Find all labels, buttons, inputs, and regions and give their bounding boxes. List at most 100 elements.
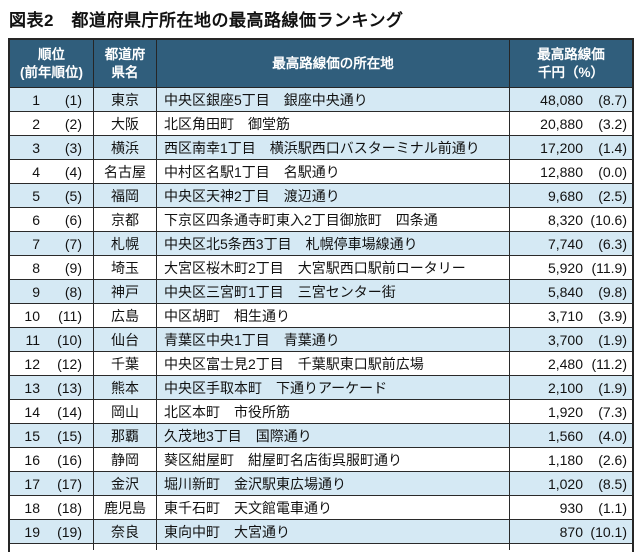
header-prefecture-line1: 都道府 — [104, 46, 146, 62]
prefecture-name: 熊本 — [111, 379, 139, 396]
prefecture-cell: 東京 — [94, 88, 157, 111]
rank-cell: 9 (8) — [10, 280, 94, 303]
rank-value: 1 — [32, 91, 40, 108]
prefecture-name: 仙台 — [111, 331, 139, 348]
price-value: 2,480 — [547, 355, 583, 372]
table-row: 6 (6) 京都 下京区四条通寺町東入2丁目御旅町 四条通 8,320 (10.… — [10, 208, 632, 232]
prefecture-cell: 広島 — [94, 304, 157, 327]
rank-value: 18 — [24, 499, 40, 516]
price-change-pct: (0.0) — [598, 163, 627, 180]
price-change-pct: (11.9) — [591, 259, 627, 276]
price-value: 3,710 — [547, 307, 583, 324]
rank-value: 7 — [32, 235, 40, 252]
table-row: 7 (7) 札幌 中央区北5条西3丁目 札幌停車場線通り 7,740 (6.3) — [10, 232, 632, 256]
location-cell: 久茂地3丁目 国際通り — [157, 424, 510, 447]
price-change-pct: (1.1) — [598, 499, 627, 516]
location-text: 下京区四条通寺町東入2丁目御旅町 四条通 — [164, 211, 438, 228]
rank-value: 11 — [25, 331, 40, 348]
prev-rank-value: (1) — [64, 91, 82, 108]
table-header-row: 順位 (前年順位) 都道府 県名 最高路線価の所在地 最高路線価 千円（%） — [10, 40, 632, 88]
prefecture-name: 広島 — [111, 307, 139, 324]
header-location-label: 最高路線価の所在地 — [272, 55, 394, 71]
location-text: 中区胡町 相生通り — [164, 307, 290, 324]
price-change-pct: (8.5) — [598, 475, 627, 492]
rank-cell: 8 (9) — [10, 256, 94, 279]
rank-cell: 16 (16) — [10, 448, 94, 471]
prefecture-cell: 横浜 — [94, 136, 157, 159]
rank-cell: 5 (5) — [10, 184, 94, 207]
price-value: 1,020 — [547, 475, 583, 492]
rank-value: 2 — [32, 115, 40, 132]
price-value: 12,880 — [540, 163, 583, 180]
price-cell: 3,700 (1.9) — [510, 328, 632, 351]
location-cell: 東千石町 天文館電車通り — [157, 496, 510, 519]
prefecture-cell: 福岡 — [94, 184, 157, 207]
prev-rank-value: (5) — [64, 187, 82, 204]
location-cell: 下京区四条通寺町東入2丁目御旅町 四条通 — [157, 208, 510, 231]
prev-rank-value: (13) — [57, 379, 82, 396]
location-text: 青葉区中央1丁目 青葉通り — [164, 331, 340, 348]
location-text: 中央区天神2丁目 渡辺通り — [164, 187, 340, 204]
location-cell: 中央区銀座5丁目 銀座中央通り — [157, 88, 510, 111]
rank-value: 10 — [24, 307, 40, 324]
header-rank-line2: (前年順位) — [20, 64, 83, 80]
prefecture-cell: 神戸 — [94, 280, 157, 303]
prefecture-name: 鹿児島 — [104, 499, 146, 516]
rank-cell: 3 (3) — [10, 136, 94, 159]
prefecture-cell: 名古屋 — [94, 160, 157, 183]
rank-cell: 2 (2) — [10, 112, 94, 135]
table-row: 16 (16) 静岡 葵区紺屋町 紺屋町名店街呉服町通り 1,180 (2.6) — [10, 448, 632, 472]
rank-value: 19 — [24, 523, 40, 540]
prev-rank-value: (16) — [57, 451, 82, 468]
rank-value: 14 — [24, 403, 40, 420]
table-row-cutoff — [10, 544, 632, 550]
price-value: 20,880 — [540, 115, 583, 132]
price-change-pct: (8.7) — [598, 91, 627, 108]
price-cell: 5,840 (9.8) — [510, 280, 632, 303]
prefecture-cell: 金沢 — [94, 472, 157, 495]
prefecture-name: 金沢 — [111, 475, 139, 492]
prefecture-cell: 鹿児島 — [94, 496, 157, 519]
location-text: 堀川新町 金沢駅東広場通り — [164, 475, 346, 492]
price-change-pct: (2.6) — [598, 451, 627, 468]
rank-cell: 6 (6) — [10, 208, 94, 231]
header-rank: 順位 (前年順位) — [10, 40, 94, 87]
prefecture-name: 埼玉 — [111, 259, 139, 276]
location-text: 中央区手取本町 下通りアーケード — [164, 379, 388, 396]
rank-value: 8 — [32, 259, 40, 276]
rank-value: 6 — [32, 211, 40, 228]
location-cell: 葵区紺屋町 紺屋町名店街呉服町通り — [157, 448, 510, 471]
price-value: 5,840 — [547, 283, 583, 300]
price-value: 8,320 — [547, 211, 583, 228]
header-price: 最高路線価 千円（%） — [510, 40, 632, 87]
prev-rank-value: (17) — [57, 475, 82, 492]
rank-cell: 17 (17) — [10, 472, 94, 495]
rank-cell: 11 (10) — [10, 328, 94, 351]
prefecture-cell: 大阪 — [94, 112, 157, 135]
prev-rank-value: (4) — [64, 163, 82, 180]
table-row: 5 (5) 福岡 中央区天神2丁目 渡辺通り 9,680 (2.5) — [10, 184, 632, 208]
location-cell: 中央区三宮町1丁目 三宮センター街 — [157, 280, 510, 303]
rank-cell: 10 (11) — [10, 304, 94, 327]
header-location: 最高路線価の所在地 — [157, 40, 510, 87]
location-cell: 中央区天神2丁目 渡辺通り — [157, 184, 510, 207]
price-cell: 3,710 (3.9) — [510, 304, 632, 327]
price-change-pct: (1.9) — [598, 379, 627, 396]
price-cell: 1,180 (2.6) — [510, 448, 632, 471]
price-change-pct: (2.5) — [598, 187, 627, 204]
price-change-pct: (6.3) — [598, 235, 627, 252]
price-cell: 12,880 (0.0) — [510, 160, 632, 183]
prefecture-cell: 埼玉 — [94, 256, 157, 279]
price-cell: 5,920 (11.9) — [510, 256, 632, 279]
prefecture-cell: 千葉 — [94, 352, 157, 375]
rank-cell: 13 (13) — [10, 376, 94, 399]
price-cell: 20,880 (3.2) — [510, 112, 632, 135]
price-change-pct: (1.9) — [598, 331, 627, 348]
prev-rank-value: (8) — [64, 283, 82, 300]
location-cell: 青葉区中央1丁目 青葉通り — [157, 328, 510, 351]
header-prefecture: 都道府 県名 — [94, 40, 157, 87]
prefecture-name: 福岡 — [111, 187, 139, 204]
prefecture-name: 静岡 — [111, 451, 139, 468]
table-row: 13 (13) 熊本 中央区手取本町 下通りアーケード 2,100 (1.9) — [10, 376, 632, 400]
price-cell: 1,560 (4.0) — [510, 424, 632, 447]
